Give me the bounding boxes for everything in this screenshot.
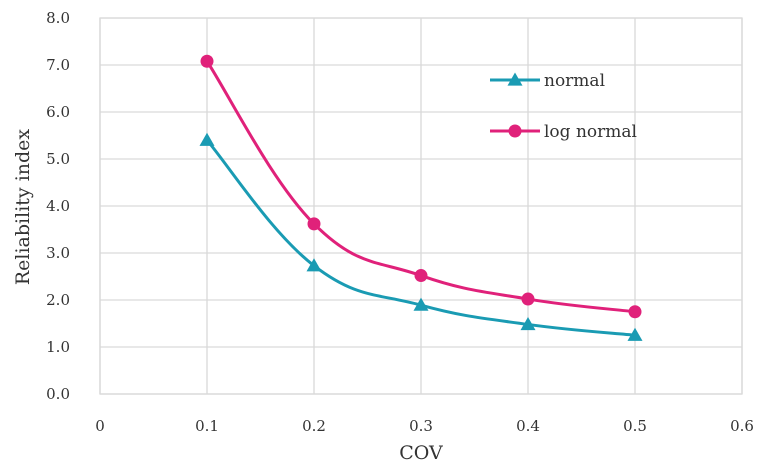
y-tick-label: 6.0: [46, 103, 70, 121]
data-point-log-normal: [201, 55, 214, 68]
y-tick-label: 5.0: [46, 150, 70, 168]
legend: normal log normal: [490, 71, 637, 142]
y-tick-label: 2.0: [46, 291, 70, 309]
x-tick-label: 0.4: [516, 417, 540, 435]
legend-item-normal: normal: [490, 71, 605, 91]
x-tick-label: 0.1: [195, 417, 219, 435]
y-tick-label: 1.0: [46, 338, 70, 356]
y-tick-label: 7.0: [46, 56, 70, 74]
y-tick-label: 0.0: [46, 385, 70, 403]
x-tick-label: 0.2: [302, 417, 326, 435]
x-tick-label: 0: [95, 417, 105, 435]
data-point-log-normal: [308, 217, 321, 230]
y-tick-label: 4.0: [46, 197, 70, 215]
grid: [100, 18, 742, 394]
x-tick-label: 0.3: [409, 417, 433, 435]
x-tick-label: 0.5: [623, 417, 647, 435]
data-point-log-normal: [629, 305, 642, 318]
legend-marker: [509, 125, 522, 138]
legend-item-log-normal: log normal: [490, 122, 637, 142]
legend-label: log normal: [544, 122, 637, 142]
y-axis-ticks: 0.0 1.0 2.0 3.0 4.0 5.0 6.0 7.0 8.0: [46, 9, 70, 403]
y-tick-label: 8.0: [46, 9, 70, 27]
legend-label: normal: [544, 71, 605, 91]
x-tick-label: 0.6: [730, 417, 754, 435]
x-axis-label: COV: [399, 442, 443, 464]
data-point-log-normal: [522, 293, 535, 306]
x-axis-ticks: 0 0.1 0.2 0.3 0.4 0.5 0.6: [95, 417, 754, 435]
y-axis-label: Reliability index: [12, 129, 34, 286]
data-point-normal: [200, 133, 215, 146]
data-point-log-normal: [415, 269, 428, 282]
y-tick-label: 3.0: [46, 244, 70, 262]
